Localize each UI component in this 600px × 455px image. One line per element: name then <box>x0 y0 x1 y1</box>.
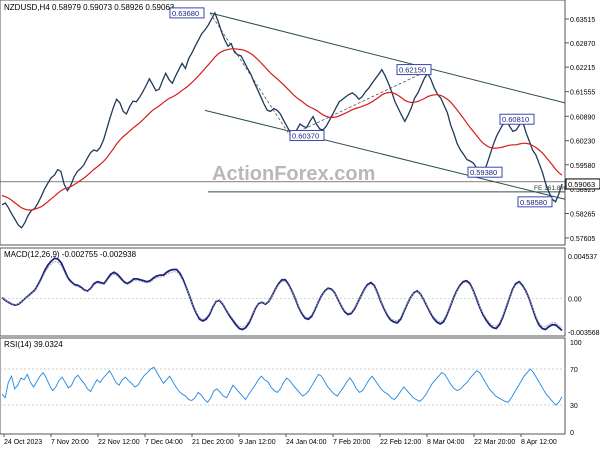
price-annotation-box <box>169 7 205 19</box>
watermark: ActionForex.com <box>212 163 375 185</box>
price-annotation-label: 0.59380 <box>470 168 497 177</box>
macd-signal-line <box>1 260 563 329</box>
rsi-line <box>1 366 563 406</box>
fe-label: FE 161.8% <box>534 185 566 192</box>
price-annotation-label: 0.58580 <box>520 198 547 207</box>
macd-line <box>1 257 563 332</box>
price-line <box>1 11 563 229</box>
price-tick-label: 0.57605 <box>570 236 595 243</box>
price-series <box>1 11 563 229</box>
channel-lower-line <box>204 109 566 200</box>
rsi-series <box>1 366 563 406</box>
price-tick-label: 0.61555 <box>570 90 595 97</box>
price-annotations: 0.63680 0.62150 0.60370 0.60810 0.59380 0.585… <box>169 7 600 208</box>
rsi-tick-label: 0 <box>570 430 574 437</box>
channel-upper-line <box>209 12 566 104</box>
price-annotation-box <box>289 130 325 142</box>
chart-title: NZDUSD,H4 0.58979 0.59073 0.58926 0.5906… <box>4 3 175 12</box>
price-annotation-label: 0.60370 <box>292 132 319 141</box>
ma-series <box>1 48 563 211</box>
price-tick-label: 0.60890 <box>570 114 595 121</box>
x-axis: 24 Oct 2023 7 Nov 20:00 22 Nov 12:00 7 Dec … <box>3 434 557 446</box>
rsi-y-axis: 100 70 30 0 <box>570 340 582 437</box>
price-annotation-box <box>517 196 553 208</box>
x-tick-label: 7 Nov 20:00 <box>51 439 89 446</box>
rsi-tick-label: 100 <box>570 340 582 347</box>
price-tick-label: 0.60230 <box>570 139 595 146</box>
macd-label: MACD(12,26,9) -0.002755 -0.002938 <box>4 250 137 259</box>
macd-tick-label: -0.003568 <box>568 330 600 337</box>
macd-tick-label: 0.004537 <box>568 254 597 261</box>
current-price-label: 0.59063 <box>568 180 595 189</box>
price-panel <box>0 0 566 246</box>
rsi-panel <box>0 337 566 435</box>
x-tick-label: 24 Oct 2023 <box>4 439 42 446</box>
rsi-tick-label: 70 <box>570 367 578 374</box>
price-tick-label: 0.62870 <box>570 41 595 48</box>
macd-tick-label: 0.00 <box>568 297 582 304</box>
moving-average-line <box>1 48 563 211</box>
price-tick-label: 0.63515 <box>570 17 595 24</box>
current-price-box <box>565 178 600 190</box>
price-tick-label: 0.59580 <box>570 163 595 170</box>
x-tick-label: 22 Mar 20:00 <box>474 439 515 446</box>
price-tick-label: 0.58265 <box>570 212 595 219</box>
macd-series <box>1 257 563 332</box>
projection-dashed-line <box>289 69 431 136</box>
channel-lines <box>0 12 566 200</box>
projection-dashed-line <box>209 12 291 136</box>
x-tick-label: 8 Apr 12:00 <box>521 439 557 446</box>
price-annotation-box <box>396 64 432 76</box>
price-annotation-label: 0.63680 <box>172 9 199 18</box>
x-tick-label: 22 Nov 12:00 <box>98 439 140 446</box>
price-annotation-label: 0.62150 <box>399 66 426 75</box>
price-annotation-label: 0.60810 <box>502 115 529 124</box>
x-tick-label: 8 Mar 04:00 <box>427 439 464 446</box>
macd-panel <box>0 247 566 337</box>
macd-y-axis: 0.004537 0.00 -0.003568 <box>0 254 600 337</box>
x-tick-label: 7 Feb 20:00 <box>333 439 370 446</box>
x-tick-label: 24 Jan 04:00 <box>286 439 327 446</box>
rsi-label: RSI(14) 39.0324 <box>4 340 63 349</box>
price-y-axis: 0.63515 0.62870 0.62215 0.61555 0.60890 0.602… <box>565 17 595 243</box>
rsi-tick-label: 30 <box>570 403 578 410</box>
price-annotation-box <box>467 166 503 178</box>
x-tick-label: 22 Feb 12:00 <box>380 439 421 446</box>
price-grid: FE 161.8% <box>208 185 566 193</box>
x-tick-label: 7 Dec 04:00 <box>145 439 183 446</box>
price-tick-label: 0.58925 <box>570 187 595 194</box>
price-annotation-box <box>499 113 535 125</box>
x-tick-label: 9 Jan 12:00 <box>239 439 276 446</box>
x-tick-label: 21 Dec 20:00 <box>192 439 234 446</box>
price-tick-label: 0.62215 <box>570 65 595 72</box>
